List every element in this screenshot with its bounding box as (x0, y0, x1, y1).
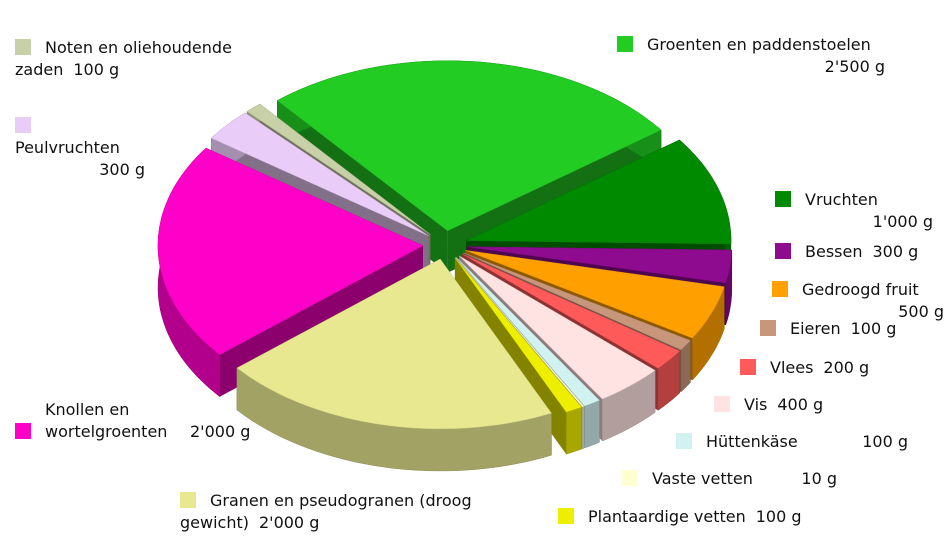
value-label: 10 g (801, 469, 837, 488)
value-label: 300 g (99, 160, 145, 179)
legend-entry: Vis 400 g (714, 394, 823, 416)
legend-name: Eieren (790, 319, 841, 338)
value-label: 500 g (898, 302, 944, 321)
legend-swatch (15, 39, 31, 55)
legend-swatch (180, 492, 196, 508)
slice-side (565, 406, 582, 455)
legend-entry: Groenten en paddenstoelen 2'500 g (617, 34, 885, 78)
slice (236, 258, 552, 430)
legend-name: Knollen en wortelgroenten (45, 400, 168, 441)
slice (157, 147, 424, 355)
legend-name: Noten en oliehoudende zaden (15, 38, 232, 79)
legend-swatch (622, 470, 638, 486)
legend-entry: Plantaardige vetten 100 g (558, 506, 802, 528)
legend-swatch (15, 117, 31, 133)
legend-name: Vruchten (805, 190, 878, 209)
legend-name: Vaste vetten (652, 469, 753, 488)
legend-swatch (775, 243, 791, 259)
slice (465, 139, 732, 245)
legend-entry: Vlees 200 g (740, 357, 869, 379)
legend-name: Vlees (770, 358, 814, 377)
legend-swatch (617, 36, 633, 52)
value-label: 100 g (862, 432, 908, 451)
legend-swatch (775, 191, 791, 207)
legend-entry: Granen en pseudogranen (droog gewicht) 2'… (180, 490, 480, 534)
legend-name: Gedroogd fruit (802, 280, 919, 299)
value-label: 100 g (755, 507, 802, 526)
legend-swatch (676, 433, 692, 449)
value-label: 100 g (73, 60, 120, 79)
legend-entry: Gedroogd fruit 500 g (772, 279, 944, 323)
value-label: 1'000 g (872, 212, 933, 231)
legend-swatch (558, 508, 574, 524)
legend-entry: Vruchten 1'000 g (775, 189, 933, 233)
slice (246, 103, 431, 235)
value-label: 100 g (850, 319, 897, 338)
value-label: 2'000 g (190, 422, 251, 441)
legend-swatch (15, 423, 31, 439)
value-label: 2'500 g (824, 57, 885, 76)
slice (463, 252, 691, 351)
value-label: 200 g (823, 358, 870, 377)
value-label: 400 g (777, 395, 824, 414)
slice-side (584, 399, 600, 449)
legend-name: Plantaardige vetten (588, 507, 746, 526)
legend-name: Groenten en paddenstoelen (647, 35, 871, 54)
legend-entry: Hüttenkäse 100 g (676, 431, 908, 453)
legend-name: Peulvruchten (15, 138, 120, 157)
legend-name: Hüttenkäse (706, 432, 798, 451)
legend-swatch (740, 359, 756, 375)
slice (454, 257, 583, 413)
legend-entry: Knollen en wortelgroenten 2'000 g (15, 399, 275, 443)
slice (210, 112, 429, 236)
legend-swatch (714, 396, 730, 412)
legend-entry: Vaste vetten 10 g (622, 468, 837, 490)
slice (459, 255, 656, 400)
legend-entry: Peulvruchten 300 g (15, 115, 145, 181)
legend-label: Hüttenkäse (676, 431, 798, 453)
slice (465, 250, 725, 339)
legend-swatch (772, 281, 788, 297)
slice (466, 246, 733, 284)
value-label: 2'000 g (258, 513, 320, 532)
slice-side (582, 405, 585, 450)
legend-entry: Noten en oliehoudende zaden 100 g (15, 37, 255, 81)
slice (276, 60, 662, 232)
value-label: 300 g (872, 242, 919, 261)
slice (462, 253, 681, 369)
legend-name: Granen en pseudogranen (droog gewicht) (180, 491, 472, 532)
legend-label: Vaste vetten (622, 468, 753, 490)
legend-swatch (760, 320, 776, 336)
legend-name: Vis (744, 395, 768, 414)
legend-entry: Eieren 100 g (760, 318, 896, 340)
legend-entry: Bessen 300 g (775, 241, 918, 263)
legend-name: Bessen (805, 242, 863, 261)
slice (456, 257, 600, 407)
slice (455, 257, 585, 408)
